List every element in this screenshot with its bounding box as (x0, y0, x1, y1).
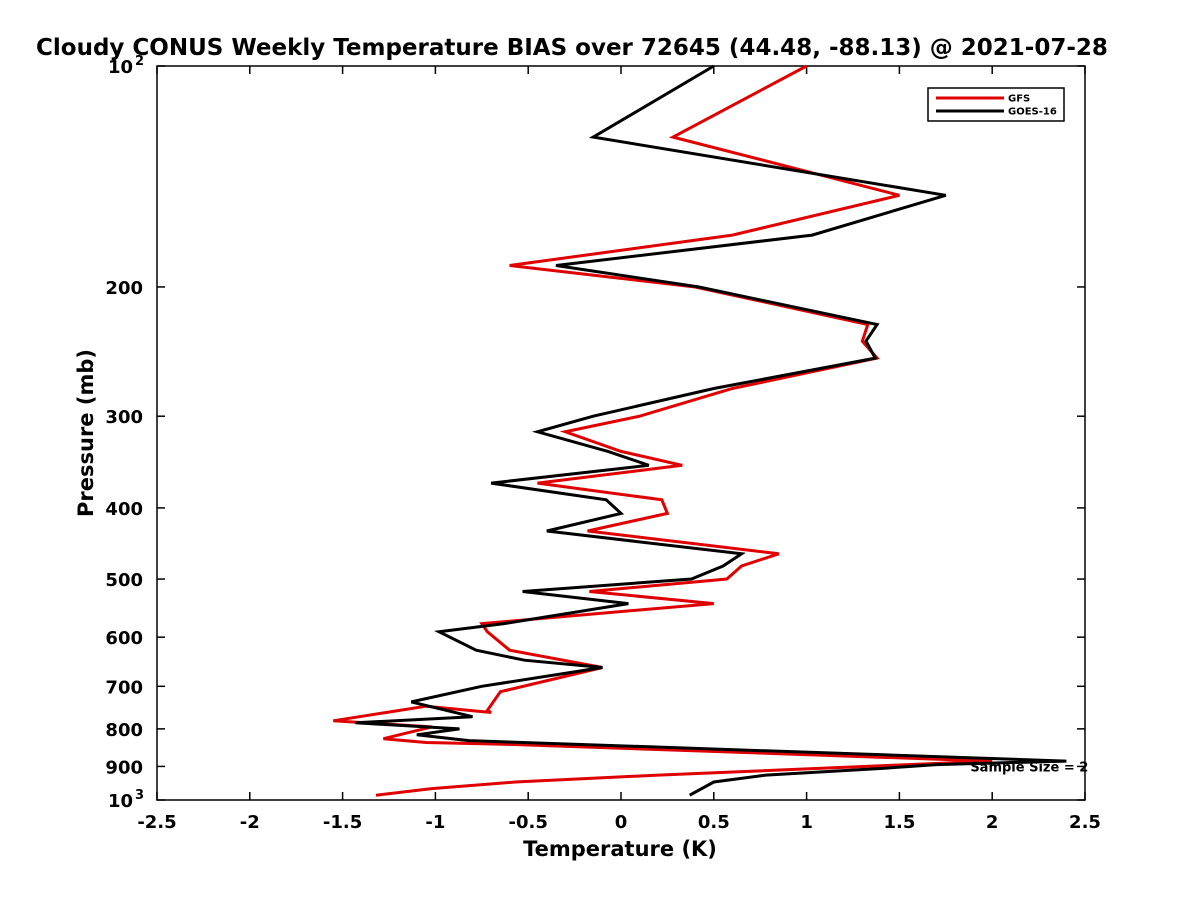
plot-area: -2.5 -2 -1.5 -1 -0.5 0 0.5 1 1.5 2 2.5 10 220030040… (105, 54, 1101, 833)
sample-size-annotation: Sample Size = 2 (970, 760, 1088, 775)
y-tick-label: 600 (105, 628, 143, 649)
y-tick-label: 10 (108, 57, 133, 78)
y-tick-label: 400 (105, 499, 143, 520)
y-tick-label: 200 (105, 278, 143, 299)
chart-title: Cloudy CONUS Weekly Temperature BIAS ove… (36, 35, 1108, 61)
series-layer (333, 64, 1067, 797)
x-tick-label: 2 (986, 812, 999, 833)
x-axis-label: Temperature (K) (523, 837, 717, 861)
x-tick-label: -2 (240, 812, 260, 833)
series-line-gfs (333, 64, 993, 797)
legend-label: GFS (1008, 94, 1030, 105)
y-tick-label: 700 (105, 677, 143, 698)
x-tick-label: -1 (425, 812, 445, 833)
series-line-goes-16 (355, 64, 1067, 797)
legend-label: GOES-16 (1008, 107, 1057, 118)
y-tick-label: 800 (105, 720, 143, 741)
x-tick-label: 0 (615, 812, 628, 833)
x-tick-label: 0.5 (698, 812, 730, 833)
y-tick-label: 300 (105, 407, 143, 428)
y-tick-label: 900 (105, 757, 143, 778)
legend-box (927, 87, 1065, 122)
x-tick-label: 1 (800, 812, 813, 833)
y-tick-exponent: 3 (135, 788, 144, 803)
y-axis-label: Pressure (mb) (74, 349, 98, 517)
legend: GFS GOES-16 (927, 87, 1065, 122)
x-tick-label: 1.5 (883, 812, 915, 833)
x-tick-label: 2.5 (1069, 812, 1101, 833)
plot-frame (156, 65, 1086, 801)
y-tick-label: 10 (108, 791, 133, 812)
annotation-layer: Sample Size = 2 (970, 760, 1088, 775)
x-tick-label: -1.5 (323, 812, 362, 833)
y-tick-label: 500 (105, 570, 143, 591)
x-tick-label: -2.5 (137, 812, 176, 833)
x-tick-label: -0.5 (509, 812, 548, 833)
x-axis: -2.5 -2 -1.5 -1 -0.5 0 0.5 1 1.5 2 2.5 (137, 66, 1101, 833)
y-tick-exponent: 2 (135, 54, 144, 69)
